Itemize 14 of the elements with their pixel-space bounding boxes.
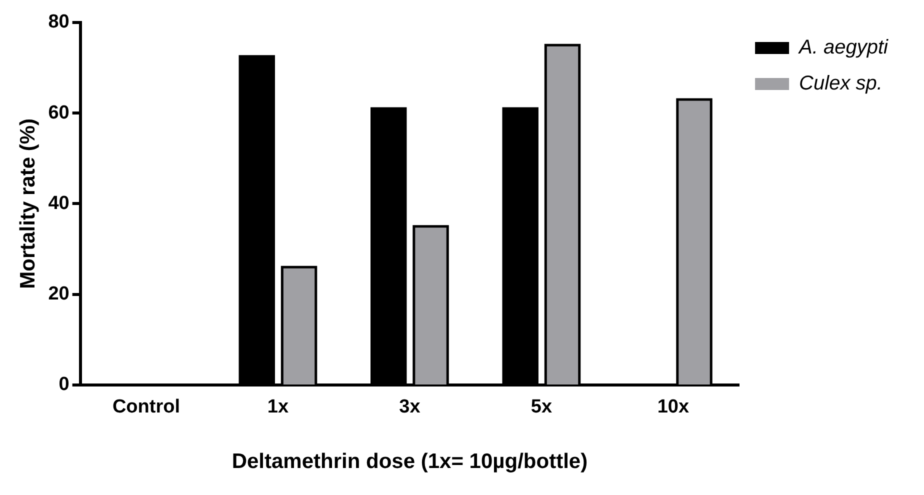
- legend-label: A. aegypti: [798, 36, 889, 59]
- x-tick-label: Control: [112, 396, 180, 418]
- y-tick-label: 60: [48, 102, 70, 124]
- x-tick-label: 1x: [267, 396, 289, 418]
- legend-label: Culex sp.: [799, 72, 882, 95]
- x-axis-title: Deltamethrin dose (1x= 10µg/bottle): [232, 450, 588, 474]
- x-tick-label: 3x: [399, 396, 421, 418]
- y-axis-title: Mortality rate (%): [16, 118, 40, 289]
- y-tick-label: 40: [48, 192, 70, 214]
- y-tick-label: 80: [48, 12, 70, 33]
- x-tick-label: 5x: [530, 396, 552, 418]
- y-tick-label: 20: [48, 284, 70, 305]
- x-tick-label: 10x: [657, 396, 690, 418]
- y-tick-label: 0: [58, 374, 70, 396]
